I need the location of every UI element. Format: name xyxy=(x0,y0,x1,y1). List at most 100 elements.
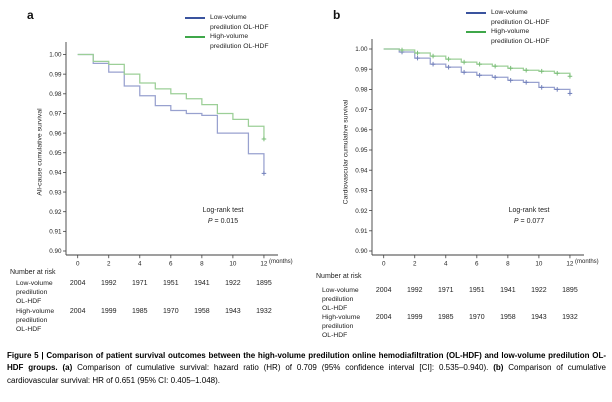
legend-entry-high-volume: High-volume predilution OL-HDF xyxy=(466,27,550,46)
censor-marks-high-volume xyxy=(399,47,573,79)
risk-count: 1895 xyxy=(256,280,272,287)
panel-letter: b xyxy=(333,8,341,22)
y-tick-label: 0.96 xyxy=(355,127,368,134)
risk-count: 1951 xyxy=(163,280,179,287)
x-axis-unit: (months) xyxy=(269,259,293,265)
legend-line: Low-volume xyxy=(491,9,528,16)
log-rank-label: Log-rank test xyxy=(202,207,244,214)
legend-swatch-high-volume xyxy=(466,30,486,34)
survival-curve-high-volume xyxy=(383,48,571,77)
x-tick-label: 0 xyxy=(76,261,80,268)
censor-marks-high-volume xyxy=(261,136,267,142)
y-tick-label: 0.97 xyxy=(355,107,368,114)
risk-count: 1992 xyxy=(406,287,423,294)
log-rank-annotation: Log-rank test P = 0.077 xyxy=(509,205,550,227)
x-tick-label: 4 xyxy=(444,261,448,268)
y-tick-label: 0.97 xyxy=(49,111,62,118)
legend-label-low-volume: Low-volume predilution OL-HDF xyxy=(210,13,269,32)
x-tick-label: 12 xyxy=(566,261,574,268)
log-rank-annotation: Log-rank test P = 0.015 xyxy=(203,205,244,227)
survival-curve-low-volume xyxy=(77,53,265,174)
risk-row-label: predilution xyxy=(16,317,48,324)
x-tick-label: 2 xyxy=(107,261,111,268)
risk-count: 1932 xyxy=(256,308,272,315)
risk-row-label: predilution xyxy=(16,289,48,296)
censor-marks-low-volume xyxy=(261,171,267,176)
caption-b-text: Comparison of cumulative cardiovascular … xyxy=(7,363,606,385)
risk-row-label: OL-HDF xyxy=(16,298,42,305)
risk-count: 2004 xyxy=(375,287,392,294)
axes: 1.00 0.99 0.98 0.97 0.96 0.95 0.94 0.93 0.92 0.91… xyxy=(355,39,584,268)
x-tick-label: 2 xyxy=(413,261,417,268)
legend: Low-volume predilution OL-HDF High-volum… xyxy=(466,8,550,46)
y-tick-label: 0.99 xyxy=(49,71,62,78)
risk-count: 1971 xyxy=(437,287,454,294)
y-tick-label: 0.93 xyxy=(49,189,62,196)
risk-count: 1971 xyxy=(131,280,148,287)
risk-count: 1958 xyxy=(194,308,210,315)
axes: 1.00 0.99 0.98 0.97 0.96 0.95 0.94 0.93 0.92 0.91… xyxy=(49,42,278,268)
risk-row-label: High-volume xyxy=(16,308,55,315)
legend-entry-high-volume: High-volume predilution OL-HDF xyxy=(185,32,269,51)
p-value: P = 0.015 xyxy=(207,218,239,225)
y-tick-label: 0.94 xyxy=(49,170,62,177)
legend-line: High-volume xyxy=(210,33,249,41)
legend-swatch-high-volume xyxy=(185,35,205,39)
y-tick-label: 0.94 xyxy=(355,167,368,174)
y-tick-label: 0.99 xyxy=(355,66,368,73)
x-tick-label: 10 xyxy=(229,261,237,268)
risk-row-label: OL-HDF xyxy=(322,305,348,312)
y-axis-title: Cardiovascular cumulative survival xyxy=(342,99,350,205)
censor-marks-low-volume xyxy=(399,49,573,96)
y-tick-label: 0.95 xyxy=(49,150,62,157)
legend-line: predilution OL-HDF xyxy=(210,23,269,31)
risk-count: 1932 xyxy=(562,314,578,321)
y-tick-label: 0.98 xyxy=(355,87,368,94)
x-tick-label: 6 xyxy=(169,261,173,268)
risk-row-label: predilution xyxy=(322,296,354,303)
y-tick-label: 0.92 xyxy=(49,209,62,216)
risk-row-label: OL-HDF xyxy=(16,326,42,333)
x-tick-label: 4 xyxy=(138,261,142,268)
y-tick-label: 0.90 xyxy=(355,248,368,255)
y-tick-label: 0.91 xyxy=(355,228,368,235)
legend: Low-volume predilution OL-HDF High-volum… xyxy=(185,13,269,51)
y-tick-label: 0.98 xyxy=(49,91,62,98)
legend-line: predilution OL-HDF xyxy=(491,18,550,26)
x-tick-label: 10 xyxy=(535,261,543,268)
y-tick-label: 0.96 xyxy=(49,130,62,137)
figure-caption: Figure 5 | Comparison of patient surviva… xyxy=(7,350,606,387)
risk-row-label: Low-volume xyxy=(16,280,53,287)
risk-count: 2004 xyxy=(69,280,86,287)
risk-count: 2004 xyxy=(69,308,86,315)
km-plot-cardiovascular: 1.00 0.99 0.98 0.97 0.96 0.95 0.94 0.93 0.92 0.91… xyxy=(355,39,584,268)
number-at-risk-header: Number at risk xyxy=(316,273,362,280)
risk-count: 1922 xyxy=(531,287,547,294)
risk-count: 2004 xyxy=(375,314,392,321)
risk-count: 1922 xyxy=(225,280,241,287)
legend-swatch-low-volume xyxy=(466,11,486,15)
legend-swatch-low-volume xyxy=(185,16,205,20)
y-tick-label: 0.90 xyxy=(49,248,62,255)
survival-curve-low-volume xyxy=(383,48,571,94)
legend-label-high-volume: High-volume predilution OL-HDF xyxy=(491,27,550,46)
x-tick-label: 6 xyxy=(475,261,479,268)
legend-label-high-volume: High-volume predilution OL-HDF xyxy=(210,32,269,51)
panel-letter: a xyxy=(27,8,34,22)
survival-curve-high-volume xyxy=(77,53,265,139)
legend-line: predilution OL-HDF xyxy=(491,37,550,45)
risk-count: 1951 xyxy=(469,287,485,294)
legend-entry-low-volume: Low-volume predilution OL-HDF xyxy=(185,13,269,32)
y-tick-label: 0.92 xyxy=(355,208,368,215)
x-tick-label: 8 xyxy=(506,261,510,268)
y-tick-label: 0.93 xyxy=(355,188,368,195)
log-rank-label: Log-rank test xyxy=(508,207,550,214)
risk-count: 1943 xyxy=(225,308,241,315)
x-tick-label: 0 xyxy=(382,261,386,268)
risk-count: 1999 xyxy=(100,308,117,315)
risk-count: 1970 xyxy=(163,308,179,315)
y-axis-title: All-cause cumulative survival xyxy=(36,108,44,196)
caption-title: Figure 5 | Comparison of patient surviva… xyxy=(7,351,606,373)
x-tick-label: 8 xyxy=(200,261,204,268)
